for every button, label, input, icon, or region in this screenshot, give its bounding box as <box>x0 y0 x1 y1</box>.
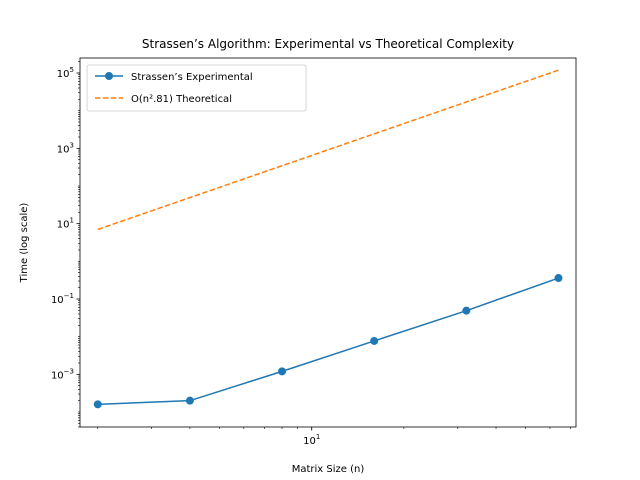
series-line-1 <box>97 69 559 231</box>
chart-title: Strassen’s Algorithm: Experimental vs Th… <box>142 37 514 51</box>
x-axis: 101 <box>97 427 571 447</box>
x-axis-label: Matrix Size (n) <box>292 464 365 475</box>
legend-marker-experimental <box>105 72 113 80</box>
data-point-0-2 <box>278 367 287 376</box>
y-tick-label: 10−3 <box>51 367 74 381</box>
series-layer <box>93 69 563 409</box>
y-tick-label: 103 <box>57 141 74 155</box>
data-point-0-0 <box>93 400 102 409</box>
y-axis: 10−3 10−1 101 103 105 <box>51 61 80 428</box>
data-point-0-5 <box>554 274 563 283</box>
legend-box <box>86 64 307 112</box>
y-tick-label: 10−1 <box>51 292 74 306</box>
series-line-0 <box>97 277 559 406</box>
legend-label-experimental: Strassen’s Experimental <box>131 72 253 83</box>
data-point-0-4 <box>462 306 471 315</box>
y-tick-label: 101 <box>57 217 74 231</box>
y-tick-label: 105 <box>57 66 74 80</box>
x-tick-label: 101 <box>303 433 320 447</box>
legend-label-theoretical: O(n².81) Theoretical <box>131 94 232 105</box>
plot-frame <box>79 57 577 428</box>
legend: Strassen’s Experimental O(n².81) Theoret… <box>86 64 307 112</box>
data-point-0-3 <box>370 336 379 345</box>
y-axis-label: Time (log scale) <box>19 203 30 284</box>
data-point-0-1 <box>185 396 194 405</box>
